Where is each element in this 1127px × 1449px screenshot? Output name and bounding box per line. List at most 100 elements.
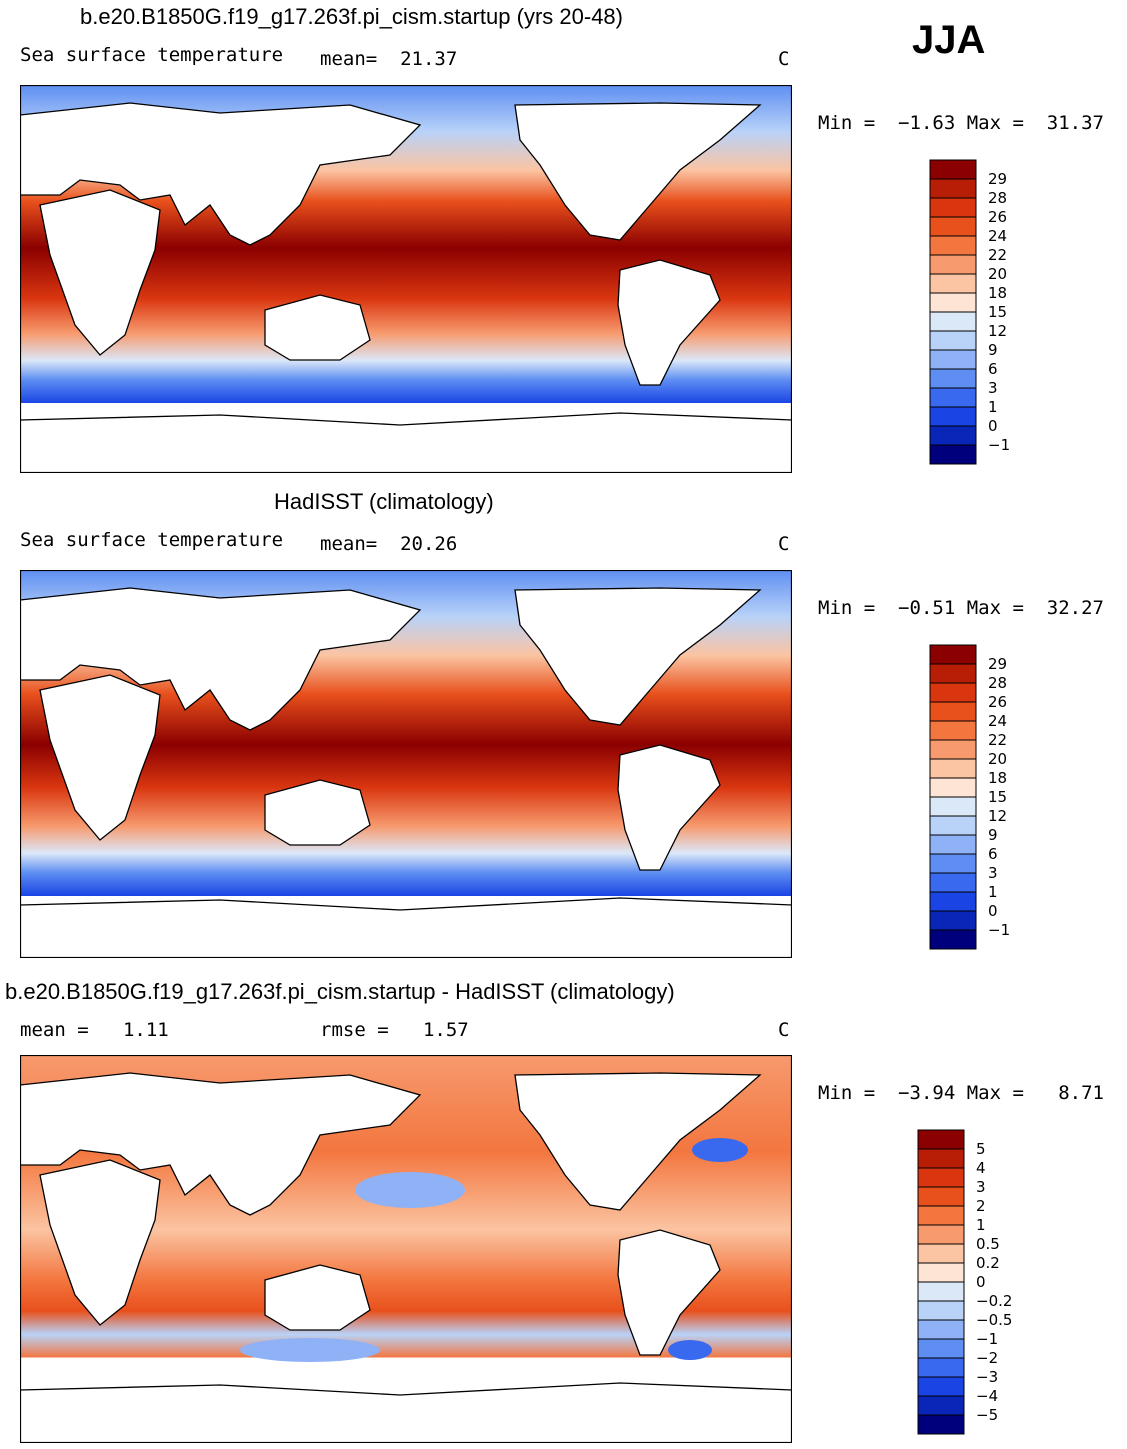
panel3-africa bbox=[39, 1159, 161, 1326]
panel3-south-america bbox=[617, 1229, 721, 1356]
panel1-colorbar-label: 18 bbox=[988, 284, 1007, 302]
panel2-colorbar-label: 9 bbox=[988, 826, 998, 844]
panel1-colorbar-swatch bbox=[929, 292, 977, 313]
panel3-units: C bbox=[778, 1019, 790, 1041]
panel2-colorbar-swatch bbox=[929, 796, 977, 817]
panel3-colorbar-swatch bbox=[917, 1243, 965, 1264]
panel3-colorbar-swatch bbox=[917, 1357, 965, 1378]
panel1-australia bbox=[264, 294, 371, 361]
panel1-units: C bbox=[778, 48, 790, 70]
panel2-title: HadISST (climatology) bbox=[274, 489, 494, 514]
panel1-colorbar-label: 1 bbox=[988, 398, 998, 416]
panel3-colorbar: 5 4 3 2 1 0.5 0.2 0 −0.2 −0.5 −1 −2 −3 −4 −5 bbox=[917, 1129, 1048, 1436]
panel1-colorbar-swatch bbox=[929, 349, 977, 370]
panel2-colorbar-label: 22 bbox=[988, 731, 1007, 749]
panel3-colorbar-swatch bbox=[917, 1376, 965, 1397]
panel1-colorbar-label: 3 bbox=[988, 379, 998, 397]
panel2-colorbar-label: 26 bbox=[988, 693, 1007, 711]
panel1-africa bbox=[39, 189, 161, 356]
panel3-colorbar-label: −4 bbox=[976, 1387, 998, 1405]
panel3-colorbar-label: −0.2 bbox=[976, 1292, 1012, 1310]
panel2-australia bbox=[264, 779, 371, 846]
panel1-colorbar-swatch bbox=[929, 330, 977, 351]
panel3-map-svg bbox=[20, 1055, 792, 1443]
panel1-eurasia bbox=[20, 102, 422, 246]
panel3-colorbar-label: −2 bbox=[976, 1349, 998, 1367]
panel1-colorbar-label: 9 bbox=[988, 341, 998, 359]
panel2-colorbar-swatch bbox=[929, 644, 977, 665]
panel2-eurasia bbox=[20, 587, 422, 731]
panel1-colorbar-label: −1 bbox=[988, 436, 1010, 454]
panel2-minmax: Min = −0.51 Max = 32.27 bbox=[818, 597, 1104, 619]
panel1-colorbar-label: 29 bbox=[988, 170, 1007, 188]
panel3-colorbar-swatch bbox=[917, 1395, 965, 1416]
panel3-colorbar-label: 2 bbox=[976, 1197, 986, 1215]
panel1-colorbar-swatch bbox=[929, 159, 977, 180]
panel1-minmax: Min = −1.63 Max = 31.37 bbox=[818, 112, 1104, 134]
panel2-colorbar-label: 1 bbox=[988, 883, 998, 901]
panel2-colorbar-swatch bbox=[929, 872, 977, 893]
panel3-colorbar-label: −1 bbox=[976, 1330, 998, 1348]
panel3-eurasia bbox=[20, 1072, 422, 1216]
panel3-minmax: Min = −3.94 Max = 8.71 bbox=[818, 1082, 1104, 1104]
panel3-colorbar-swatch bbox=[917, 1338, 965, 1359]
panel1-colorbar-label: 0 bbox=[988, 417, 998, 435]
panel3-colorbar-swatch bbox=[917, 1205, 965, 1226]
panel1-map-svg bbox=[20, 85, 792, 473]
panel2-units: C bbox=[778, 533, 790, 555]
panel2-colorbar-swatch bbox=[929, 701, 977, 722]
panel2-map bbox=[20, 570, 792, 958]
panel3-colorbar-swatch bbox=[917, 1167, 965, 1188]
panel2-mean-label: mean= 20.26 bbox=[320, 533, 458, 555]
panel2-colorbar-label: 12 bbox=[988, 807, 1007, 825]
panel3-colorbar-swatch bbox=[917, 1224, 965, 1245]
panel1-colorbar-swatch bbox=[929, 178, 977, 199]
panel1-colorbar-label: 22 bbox=[988, 246, 1007, 264]
panel2-colorbar-label: 6 bbox=[988, 845, 998, 863]
panel2-colorbar-label: −1 bbox=[988, 921, 1010, 939]
panel1-colorbar-label: 6 bbox=[988, 360, 998, 378]
panel1-south-america bbox=[617, 259, 721, 386]
panel3-colorbar-label: 0.5 bbox=[976, 1235, 1000, 1253]
panel2-colorbar-swatch bbox=[929, 929, 977, 950]
panel1-colorbar-label: 12 bbox=[988, 322, 1007, 340]
panel2-colorbar-label: 3 bbox=[988, 864, 998, 882]
panel3-colorbar-label: 0 bbox=[976, 1273, 986, 1291]
panel2-colorbar-label: 28 bbox=[988, 674, 1007, 692]
panel1-colorbar: 29 28 26 24 22 20 18 15 12 9 6 3 1 0 −1 bbox=[929, 159, 1050, 466]
panel2-colorbar-swatch bbox=[929, 777, 977, 798]
panel1-colorbar-swatch bbox=[929, 425, 977, 446]
panel1-colorbar-swatch bbox=[929, 197, 977, 218]
panel3-colorbar-label: 5 bbox=[976, 1140, 986, 1158]
panel3-rmse-label: rmse = 1.57 bbox=[320, 1019, 469, 1041]
panel3-title: b.e20.B1850G.f19_g17.263f.pi_cism.startu… bbox=[5, 979, 675, 1004]
panel3-mean-label: mean = 1.11 bbox=[20, 1019, 169, 1041]
panel1-colorbar-swatch bbox=[929, 216, 977, 237]
panel1-title: b.e20.B1850G.f19_g17.263f.pi_cism.startu… bbox=[80, 4, 623, 29]
panel2-colorbar-swatch bbox=[929, 720, 977, 741]
panel2-antarctica bbox=[20, 897, 792, 958]
panel3-north-america bbox=[514, 1072, 762, 1211]
panel2-colorbar-label: 24 bbox=[988, 712, 1007, 730]
panel2-colorbar-label: 18 bbox=[988, 769, 1007, 787]
panel1-variable-label: Sea surface temperature bbox=[20, 44, 284, 66]
panel2-colorbar: 29 28 26 24 22 20 18 15 12 9 6 3 1 0 −1 bbox=[929, 644, 1050, 951]
panel3-colorbar-swatch bbox=[917, 1281, 965, 1302]
panel3-australia bbox=[264, 1264, 371, 1331]
panel3-cool-anomaly-npac bbox=[355, 1172, 465, 1208]
panel3-colorbar-label: −0.5 bbox=[976, 1311, 1012, 1329]
panel2-colorbar-swatch bbox=[929, 739, 977, 760]
panel1-colorbar-label: 26 bbox=[988, 208, 1007, 226]
panel1-colorbar-swatch bbox=[929, 368, 977, 389]
panel3-colorbar-label: 4 bbox=[976, 1159, 986, 1177]
panel2-map-svg bbox=[20, 570, 792, 958]
panel2-colorbar-swatch bbox=[929, 910, 977, 931]
panel2-continents bbox=[20, 587, 792, 958]
panel2-africa bbox=[39, 674, 161, 841]
panel3-continents bbox=[20, 1072, 792, 1443]
panel2-variable-label: Sea surface temperature bbox=[20, 529, 284, 551]
panel1-colorbar-swatch bbox=[929, 254, 977, 275]
panel1-colorbar-swatch bbox=[929, 311, 977, 332]
panel2-colorbar-swatch bbox=[929, 758, 977, 779]
